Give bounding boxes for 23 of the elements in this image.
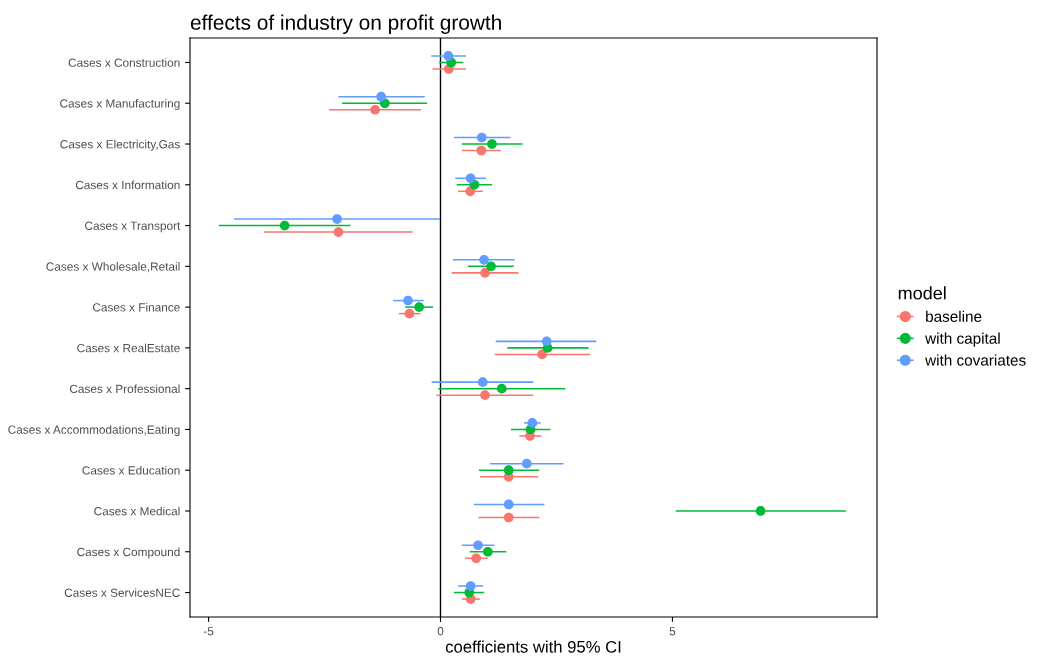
legend-title: model xyxy=(898,286,946,300)
x-tick-label: 5 xyxy=(669,627,676,636)
y-tick-label: Cases x Medical xyxy=(94,506,180,516)
y-tick-label: Cases x Transport xyxy=(85,221,181,233)
x-tick-label: 0 xyxy=(437,627,444,636)
y-tick-label: Cases x Manufacturing xyxy=(60,98,180,110)
y-tick-label: Cases x ServicesNEC xyxy=(64,588,180,597)
legend-label: with capital xyxy=(925,332,1000,347)
y-tick-label: Cases x Information xyxy=(75,180,180,190)
y-tick-label: Cases x Compound xyxy=(77,547,180,559)
chart-title: effects of industry on profit growth xyxy=(190,14,501,34)
x-axis-title: coefficients with 95% CI xyxy=(445,640,621,653)
legend-label: baseline xyxy=(926,310,982,322)
y-tick-label: Cases x Education xyxy=(82,465,180,475)
y-tick-label: Cases x Professional xyxy=(69,384,180,394)
y-tick-label: Cases x Wholesale,Retail xyxy=(46,262,180,273)
y-tick-label: Cases x Finance xyxy=(92,302,180,312)
y-tick-label: Cases x Construction xyxy=(68,58,180,67)
y-tick-label: Cases x RealEstate xyxy=(77,343,180,353)
y-tick-label: Cases x Electricity,Gas xyxy=(60,139,180,151)
x-tick-label: -5 xyxy=(203,627,214,636)
legend-label: with covariates xyxy=(925,354,1026,366)
y-tick-label: Cases x Accommodations,Eating xyxy=(8,425,180,437)
